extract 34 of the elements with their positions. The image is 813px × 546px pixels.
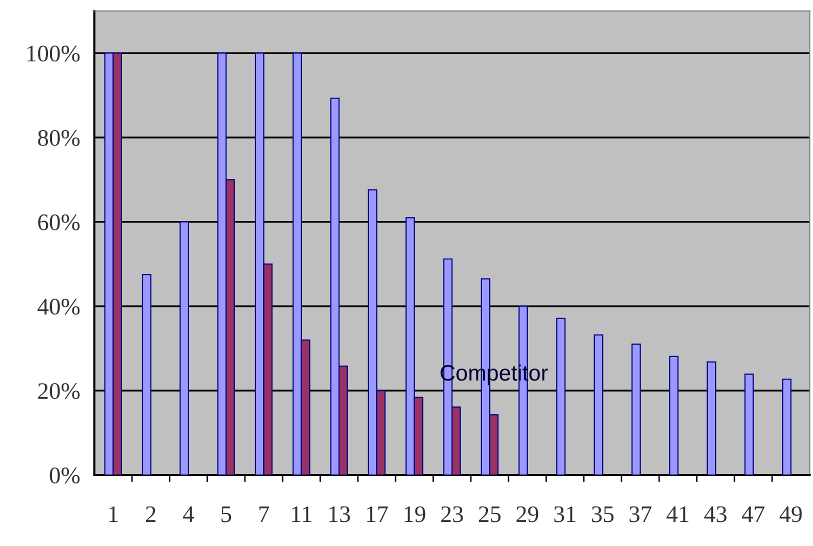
- x-tick-label: 29: [516, 506, 538, 522]
- y-tick-label: 40%: [38, 298, 80, 315]
- x-tick-label: 49: [780, 506, 802, 522]
- bar: [744, 374, 754, 476]
- x-tick-label: 41: [666, 506, 688, 522]
- x-tick-label: 23: [441, 506, 463, 522]
- y-tick-label: 20%: [38, 383, 80, 400]
- x-tick-label: 17: [366, 506, 388, 522]
- y-tick-label: 100%: [27, 46, 80, 62]
- x-tick-label: 37: [630, 506, 652, 522]
- x-tick-label: 1: [109, 506, 118, 522]
- x-tick-label: 25: [478, 506, 501, 522]
- bar: [180, 221, 189, 476]
- x-tick-label: 31: [554, 506, 576, 522]
- bar: [782, 378, 792, 476]
- y-tick-label: 60%: [38, 214, 80, 230]
- x-tick-label: 43: [704, 506, 726, 522]
- x-tick-label: 35: [592, 506, 614, 522]
- x-tick-label: 19: [404, 506, 426, 522]
- x-tick-label: 7: [259, 506, 269, 522]
- x-tick-label: 11: [292, 506, 312, 522]
- bar: [669, 356, 679, 476]
- bar: [631, 344, 641, 476]
- bar: [556, 318, 566, 476]
- y-tick-label: 0%: [50, 468, 80, 484]
- x-tick-label: 4: [183, 506, 194, 522]
- x-tick-label: 47: [742, 506, 764, 522]
- x-tick-label: 13: [329, 506, 350, 522]
- x-tick-label: 2: [146, 506, 156, 522]
- bar: [706, 361, 716, 476]
- bar: [594, 334, 604, 476]
- x-tick-label: 5: [222, 506, 232, 522]
- bar: [142, 274, 152, 476]
- y-tick-label: 80%: [38, 130, 80, 146]
